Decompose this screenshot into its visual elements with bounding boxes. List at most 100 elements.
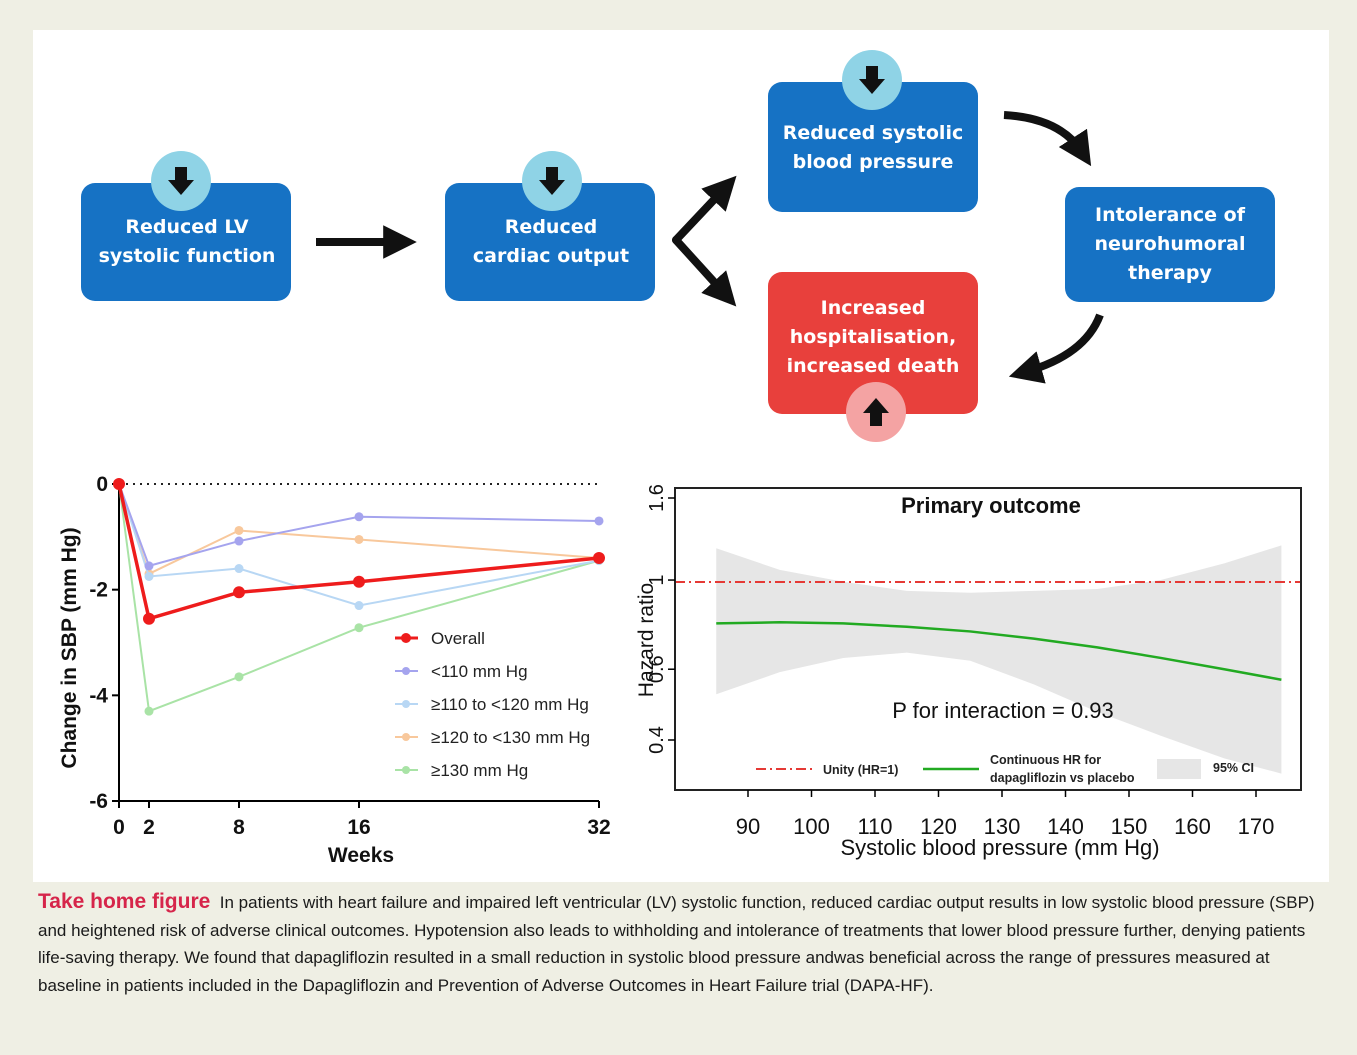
box-sbp-line2: blood pressure bbox=[793, 151, 954, 173]
sbp-change-chart: 0-2-4-6 0 2 8 16 32 Change in SBP (mm Hg) We… bbox=[58, 473, 611, 867]
svg-text:Reduced systolic: Reduced systolic bbox=[783, 122, 963, 144]
legend-label: <110 mm Hg bbox=[431, 662, 528, 681]
legend-label: ≥130 mm Hg bbox=[431, 761, 528, 780]
x-tick-label: 90 bbox=[736, 814, 760, 839]
x-axis-label: Systolic blood pressure (mm Hg) bbox=[840, 835, 1159, 860]
data-point bbox=[354, 534, 364, 544]
box-intolerance bbox=[1065, 187, 1275, 302]
legend-label-ci: 95% CI bbox=[1213, 761, 1254, 775]
arrow-sbp-to-intolerance bbox=[1003, 111, 1092, 167]
box-cardiac-output-line2: cardiac output bbox=[473, 245, 629, 267]
x-tick-label: 100 bbox=[793, 814, 830, 839]
down-arrow-icon bbox=[522, 151, 582, 211]
caption-title: Take home figure bbox=[38, 890, 211, 913]
legend: Unity (HR=1) Continuous HR for dapagliflo… bbox=[756, 753, 1254, 785]
flow-diagram: Reduced LV systolic function Reduced car… bbox=[81, 50, 1275, 442]
svg-text:neurohumoral: neurohumoral bbox=[1095, 233, 1246, 255]
svg-text:cardiac output: cardiac output bbox=[473, 245, 629, 267]
y-tick-label: 1 bbox=[646, 574, 668, 585]
down-arrow-icon bbox=[151, 151, 211, 211]
legend-swatch-ci bbox=[1157, 759, 1201, 779]
chart-title: Primary outcome bbox=[901, 493, 1081, 518]
p-interaction-label: P for interaction = 0.93 bbox=[892, 698, 1114, 723]
x-tick-label: 2 bbox=[143, 816, 155, 839]
box-intolerance-line3: therapy bbox=[1128, 262, 1212, 284]
box-increased-hospitalisation bbox=[768, 272, 978, 414]
svg-text:increased death: increased death bbox=[787, 355, 960, 377]
box-hosp-line1: Increased bbox=[821, 297, 926, 319]
data-point bbox=[144, 706, 154, 716]
x-tick-label: 32 bbox=[587, 816, 610, 839]
legend-marker bbox=[401, 633, 411, 643]
data-point bbox=[234, 564, 244, 574]
box-reduced-lv-line1: Reduced LV bbox=[125, 216, 248, 238]
y-tick-label: 0.6 bbox=[646, 655, 668, 683]
data-point bbox=[593, 551, 605, 564]
legend-marker bbox=[402, 766, 410, 774]
x-tick-label: 120 bbox=[920, 814, 957, 839]
y-tick-label: 0.4 bbox=[646, 726, 668, 754]
data-point bbox=[234, 525, 244, 535]
x-tick-label: 160 bbox=[1174, 814, 1211, 839]
y-tick-label: -2 bbox=[89, 579, 108, 602]
data-point bbox=[354, 623, 364, 633]
data-point bbox=[144, 571, 154, 581]
y-tick-label: -6 bbox=[89, 790, 108, 813]
legend-marker bbox=[402, 667, 410, 675]
x-tick-label: 170 bbox=[1238, 814, 1275, 839]
data-point bbox=[234, 536, 244, 546]
x-tick-label: 0 bbox=[113, 816, 125, 839]
figure-canvas: Reduced LV systolic function Reduced car… bbox=[58, 50, 1302, 867]
x-tick-label: 8 bbox=[233, 816, 245, 839]
svg-text:systolic function: systolic function bbox=[99, 245, 276, 267]
x-tick-label: 150 bbox=[1111, 814, 1148, 839]
data-point bbox=[353, 575, 365, 588]
svg-text:blood pressure: blood pressure bbox=[793, 151, 954, 173]
x-tick-label: 110 bbox=[857, 814, 892, 839]
data-point bbox=[144, 561, 154, 571]
legend-label: ≥120 to <130 mm Hg bbox=[431, 728, 590, 747]
svg-text:hospitalisation,: hospitalisation, bbox=[790, 326, 956, 348]
data-point bbox=[234, 672, 244, 682]
box-cardiac-output-line1: Reduced bbox=[505, 216, 597, 238]
caption-text: In patients with heart failure and impai… bbox=[38, 893, 1315, 995]
x-axis-label: Weeks bbox=[328, 844, 394, 867]
data-point bbox=[233, 586, 245, 599]
box-hosp-line3: increased death bbox=[787, 355, 960, 377]
data-point bbox=[113, 478, 125, 490]
down-arrow-icon bbox=[842, 50, 902, 110]
hazard-ratio-chart: Primary outcome P for interaction = 0.93… bbox=[635, 484, 1302, 860]
box-reduced-sbp bbox=[768, 82, 978, 212]
series-line-1 bbox=[118, 483, 600, 568]
box-reduced-lv bbox=[81, 183, 291, 301]
legend-label-hr: Continuous HR for dapagliflozin vs placeb… bbox=[990, 753, 1135, 785]
box-intolerance-line2: neurohumoral bbox=[1095, 233, 1246, 255]
box-intolerance-line1: Intolerance of bbox=[1095, 204, 1246, 226]
arrow-intolerance-to-hosp bbox=[1008, 313, 1104, 384]
svg-text:Reduced: Reduced bbox=[505, 216, 597, 238]
data-point bbox=[143, 612, 155, 625]
x-tick-label: 16 bbox=[347, 816, 370, 839]
data-point bbox=[354, 512, 364, 522]
box-sbp-line1: Reduced systolic bbox=[783, 122, 963, 144]
series-line-3 bbox=[118, 483, 600, 576]
box-reduced-lv-line2: systolic function bbox=[99, 245, 276, 267]
svg-text:Increased: Increased bbox=[821, 297, 926, 319]
hr-curve bbox=[716, 621, 1282, 681]
svg-text:Reduced LV: Reduced LV bbox=[125, 216, 248, 238]
arrow-co-to-sbp bbox=[672, 175, 737, 244]
box-reduced-cardiac-output bbox=[445, 183, 655, 301]
figure-caption: Take home figure In patients with heart … bbox=[38, 888, 1320, 999]
y-tick-label: 0 bbox=[96, 473, 108, 496]
up-arrow-icon bbox=[846, 382, 906, 442]
data-point bbox=[594, 516, 604, 526]
x-tick-label: 140 bbox=[1047, 814, 1084, 839]
y-axis-label: Hazard ratio bbox=[635, 583, 658, 697]
ci-band bbox=[716, 545, 1282, 774]
legend-marker bbox=[402, 700, 410, 708]
svg-text:Intolerance of: Intolerance of bbox=[1095, 204, 1246, 226]
y-axis-label: Change in SBP (mm Hg) bbox=[58, 527, 81, 768]
legend: Overall <110 mm Hg ≥110 to <120 mm Hg ≥120 … bbox=[395, 629, 590, 780]
svg-text:therapy: therapy bbox=[1128, 262, 1212, 284]
figure-panel bbox=[33, 30, 1329, 882]
